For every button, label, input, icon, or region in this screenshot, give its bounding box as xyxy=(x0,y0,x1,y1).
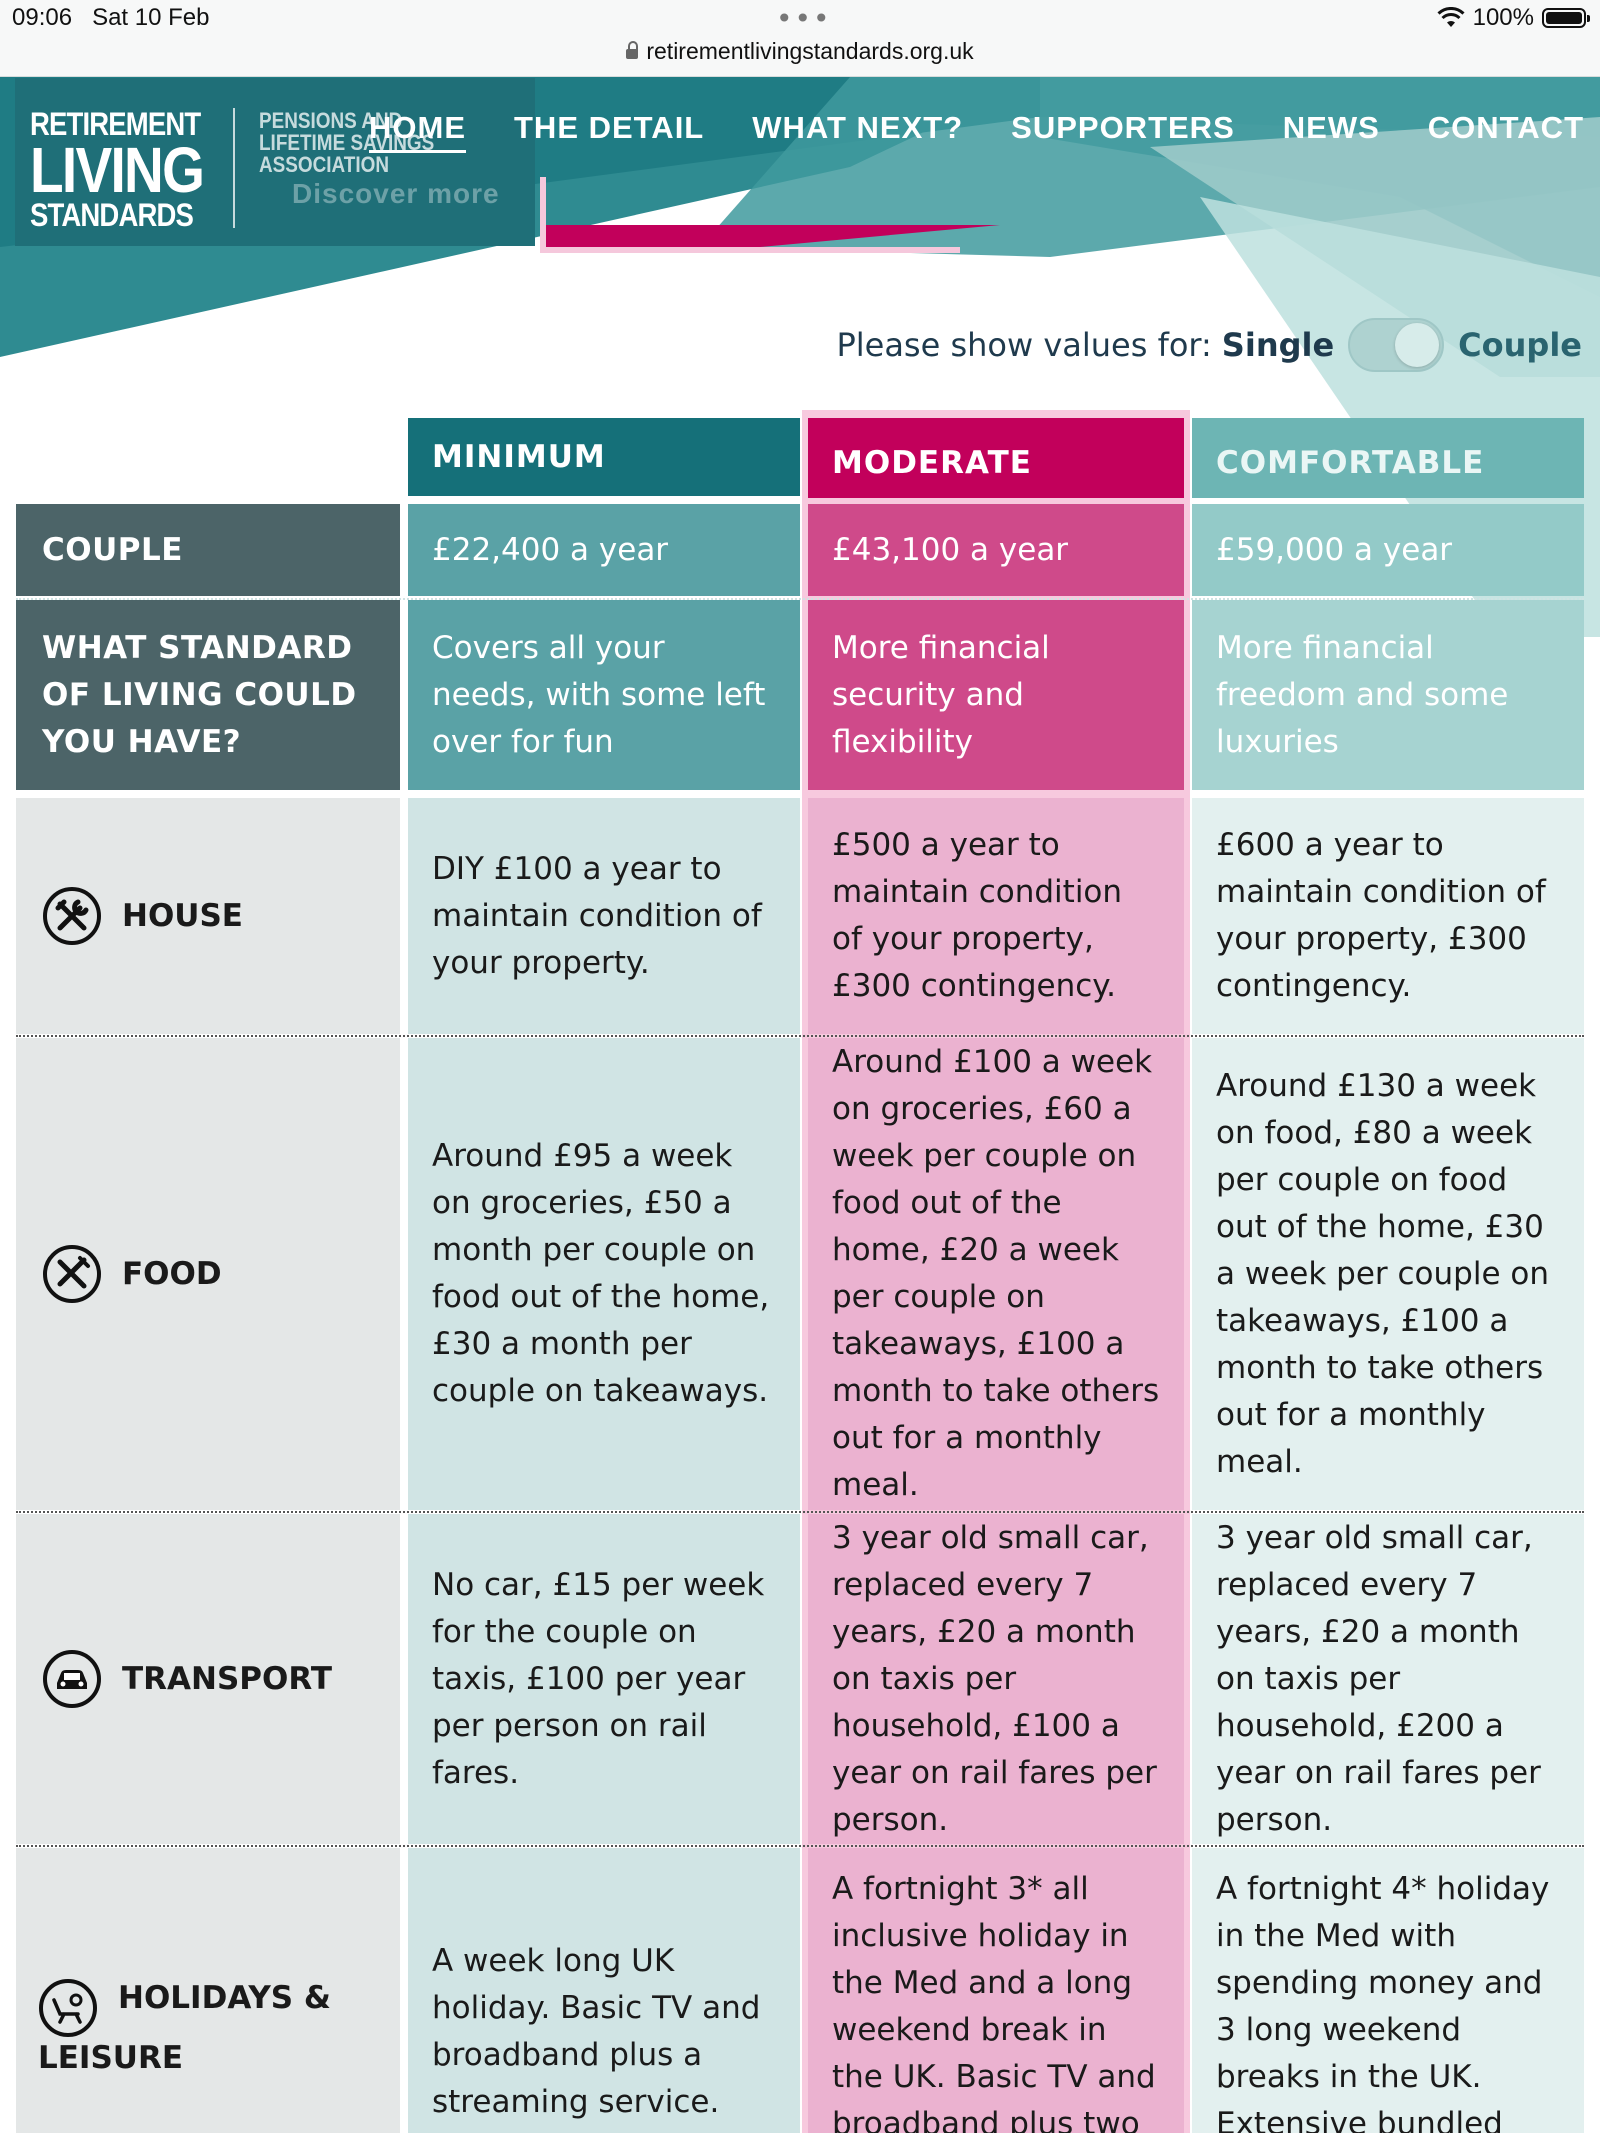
site-logo[interactable]: RETIREMENT LIVING STANDARDS PENSIONS AND… xyxy=(15,78,535,246)
battery-icon xyxy=(1542,8,1590,28)
standard-value-moderate: More financial security and flexibility xyxy=(808,600,1184,790)
fork-knife-icon xyxy=(43,1245,101,1303)
nav-what-next[interactable]: WHAT NEXT? xyxy=(752,110,964,145)
row-label-standard: WHAT STANDARD OF LIVING COULD YOU HAVE? xyxy=(16,600,400,790)
status-bar: 09:06 Sat 10 Feb ••• 100% retirementlivi… xyxy=(0,0,1600,77)
toggle-option-single[interactable]: Single xyxy=(1221,326,1335,364)
column-header-moderate: MODERATE xyxy=(808,418,1184,498)
beach-chair-icon xyxy=(39,1979,97,2037)
column-header-comfortable: COMFORTABLE xyxy=(1192,418,1584,498)
lock-icon xyxy=(626,41,639,59)
multitask-dots[interactable]: ••• xyxy=(776,2,832,35)
food-value-minimum: Around £95 a week on groceries, £50 a mo… xyxy=(408,1038,800,1510)
row-label-holidays: HOLIDAYS & LEISURE xyxy=(16,1848,400,2133)
column-header-minimum: MINIMUM xyxy=(408,418,800,496)
nav-contact[interactable]: CONTACT xyxy=(1427,110,1584,145)
standard-value-minimum: Covers all your needs, with some left ov… xyxy=(408,600,800,790)
single-couple-switch[interactable] xyxy=(1348,318,1445,372)
nav-home[interactable]: HOME xyxy=(369,110,466,153)
transport-value-comfortable: 3 year old small car, replaced every 7 y… xyxy=(1192,1514,1584,1844)
toggle-option-couple[interactable]: Couple xyxy=(1458,326,1582,364)
row-separator xyxy=(16,598,1584,600)
row-label-house: HOUSE xyxy=(16,798,400,1034)
household-toggle-row: Please show values for: Single Couple xyxy=(836,318,1582,372)
url-text: retirementlivingstandards.org.uk xyxy=(646,38,974,64)
couple-value-moderate: £43,100 a year xyxy=(808,504,1184,596)
transport-value-moderate: 3 year old small car, replaced every 7 y… xyxy=(808,1514,1184,1844)
nav-news[interactable]: NEWS xyxy=(1282,110,1380,145)
main-nav: HOME THE DETAIL WHAT NEXT? SUPPORTERS NE… xyxy=(369,110,1584,153)
address-bar[interactable]: retirementlivingstandards.org.uk xyxy=(0,38,1600,65)
transport-value-minimum: No car, £15 per week for the couple on t… xyxy=(408,1514,800,1844)
holidays-value-comfortable: A fortnight 4* holiday in the Med with s… xyxy=(1192,1848,1584,2133)
logo-subtitle: PENSIONS AND LIFETIME SAVINGS ASSOCIATIO… xyxy=(259,108,435,177)
house-value-moderate: £500 a year to maintain condition of you… xyxy=(808,798,1184,1034)
row-label-transport: TRANSPORT xyxy=(16,1514,400,1844)
logo-wordmark: RETIREMENT LIVING STANDARDS xyxy=(30,106,205,233)
nav-supporters[interactable]: SUPPORTERS xyxy=(1011,110,1235,145)
row-label-couple: COUPLE xyxy=(16,504,400,596)
row-separator xyxy=(16,1845,1584,1847)
house-value-minimum: DIY £100 a year to maintain condition of… xyxy=(408,798,800,1034)
car-icon xyxy=(43,1650,101,1708)
couple-value-comfortable: £59,000 a year xyxy=(1192,504,1584,596)
food-value-comfortable: Around £130 a week on food, £80 a week p… xyxy=(1192,1038,1584,1510)
toggle-prompt: Please show values for: xyxy=(836,326,1212,364)
status-right: 100% xyxy=(1437,4,1590,32)
house-value-comfortable: £600 a year to maintain condition of you… xyxy=(1192,798,1584,1034)
status-time: 09:06 Sat 10 Feb xyxy=(12,4,210,31)
standard-value-comfortable: More financial freedom and some luxuries xyxy=(1192,600,1584,790)
holidays-value-moderate: A fortnight 3* all inclusive holiday in … xyxy=(808,1848,1184,2133)
row-separator xyxy=(16,1035,1584,1037)
discover-more-link[interactable]: Discover more xyxy=(292,178,500,209)
nav-the-detail[interactable]: THE DETAIL xyxy=(514,110,705,145)
row-label-food: FOOD xyxy=(16,1038,400,1510)
battery-percent: 100% xyxy=(1472,4,1534,31)
switch-knob[interactable] xyxy=(1395,323,1440,367)
tools-icon xyxy=(43,887,101,945)
wifi-icon xyxy=(1437,7,1465,27)
holidays-value-minimum: A week long UK holiday. Basic TV and bro… xyxy=(408,1848,800,2133)
food-value-moderate: Around £100 a week on groceries, £60 a w… xyxy=(808,1038,1184,1510)
couple-value-minimum: £22,400 a year xyxy=(408,504,800,596)
logo-divider xyxy=(233,108,235,228)
row-separator xyxy=(16,1511,1584,1513)
